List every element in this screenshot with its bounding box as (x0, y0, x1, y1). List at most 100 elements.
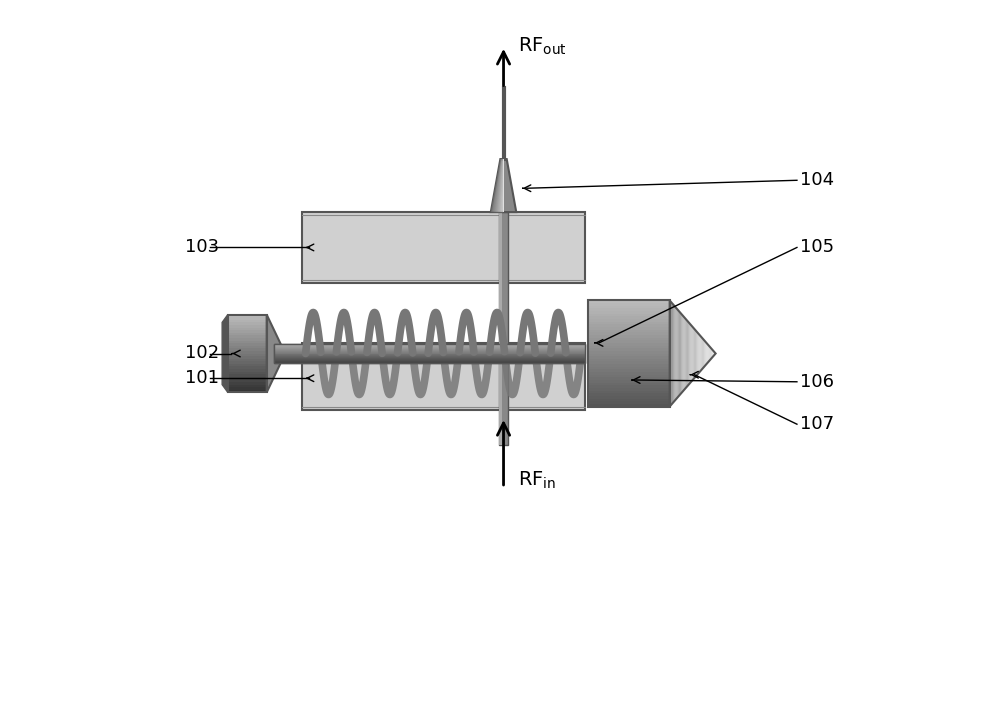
Bar (302, 212, 585, 283)
Bar (274, 358, 585, 359)
Bar (274, 354, 585, 356)
Polygon shape (705, 341, 706, 366)
Bar (588, 327, 670, 329)
Bar (274, 349, 585, 350)
Bar (274, 344, 585, 363)
Polygon shape (671, 302, 672, 405)
Bar (588, 358, 670, 361)
Polygon shape (670, 300, 671, 407)
Bar (588, 395, 670, 399)
Polygon shape (501, 159, 503, 212)
Bar (228, 389, 267, 392)
Bar (274, 344, 585, 346)
Bar (228, 366, 267, 369)
Polygon shape (497, 159, 502, 212)
Bar (588, 305, 670, 308)
Polygon shape (680, 312, 681, 395)
Bar (274, 344, 585, 346)
Bar (228, 329, 267, 333)
Bar (588, 321, 670, 325)
Bar (588, 315, 670, 319)
Polygon shape (700, 335, 701, 372)
Polygon shape (681, 314, 682, 393)
Bar (588, 377, 670, 380)
Polygon shape (492, 159, 501, 212)
Polygon shape (714, 352, 716, 355)
Bar (228, 368, 267, 372)
Polygon shape (685, 317, 686, 390)
Polygon shape (689, 323, 690, 384)
Bar (228, 358, 267, 361)
Polygon shape (709, 346, 710, 361)
Polygon shape (498, 159, 502, 212)
Bar (274, 344, 585, 345)
Bar (228, 384, 267, 387)
Bar (588, 310, 670, 314)
Bar (588, 387, 670, 390)
Bar (274, 353, 585, 354)
Polygon shape (695, 329, 696, 378)
Bar (588, 385, 670, 388)
Bar (588, 369, 670, 372)
Text: 106: 106 (800, 373, 834, 391)
Bar (588, 382, 670, 385)
Polygon shape (706, 343, 708, 364)
Polygon shape (495, 159, 502, 212)
Bar (274, 351, 585, 353)
Bar (274, 349, 585, 350)
Bar (274, 346, 585, 348)
Bar (588, 300, 670, 407)
Bar (228, 314, 267, 317)
Bar (228, 327, 267, 330)
Bar (228, 361, 267, 364)
Polygon shape (710, 347, 711, 360)
Bar (274, 360, 585, 362)
Polygon shape (498, 159, 502, 212)
Bar (588, 303, 670, 305)
Bar (228, 334, 267, 338)
Polygon shape (693, 327, 694, 380)
Bar (588, 371, 670, 375)
Text: 105: 105 (800, 238, 835, 257)
Text: 103: 103 (185, 238, 220, 257)
Bar (274, 355, 585, 356)
Bar (228, 387, 267, 390)
Text: RF$_\mathrm{out}$: RF$_\mathrm{out}$ (518, 35, 567, 57)
Polygon shape (499, 159, 503, 212)
Polygon shape (686, 319, 687, 388)
Bar (274, 349, 585, 351)
Bar (274, 347, 585, 349)
Polygon shape (702, 338, 703, 369)
Bar (588, 332, 670, 335)
Bar (588, 363, 670, 367)
Bar (274, 350, 585, 351)
Bar (588, 347, 670, 351)
Bar (274, 352, 585, 354)
Polygon shape (500, 159, 503, 212)
Bar (228, 376, 267, 380)
Polygon shape (496, 159, 502, 212)
Polygon shape (491, 159, 516, 212)
Bar (228, 345, 267, 349)
Bar (228, 325, 267, 327)
Bar (302, 343, 585, 410)
Polygon shape (222, 315, 228, 392)
Bar (588, 300, 670, 303)
Bar (274, 353, 585, 354)
Bar (274, 356, 585, 357)
Bar (588, 374, 670, 378)
Bar (588, 392, 670, 396)
Polygon shape (712, 349, 713, 358)
Polygon shape (701, 337, 702, 370)
Bar (228, 340, 267, 343)
Bar (274, 344, 585, 363)
Bar (274, 361, 585, 363)
Bar (588, 400, 670, 404)
Polygon shape (682, 315, 683, 392)
Polygon shape (674, 305, 675, 402)
Bar (588, 361, 670, 364)
Bar (228, 371, 267, 374)
Polygon shape (677, 308, 678, 399)
Bar (274, 355, 585, 356)
Bar (588, 339, 670, 343)
